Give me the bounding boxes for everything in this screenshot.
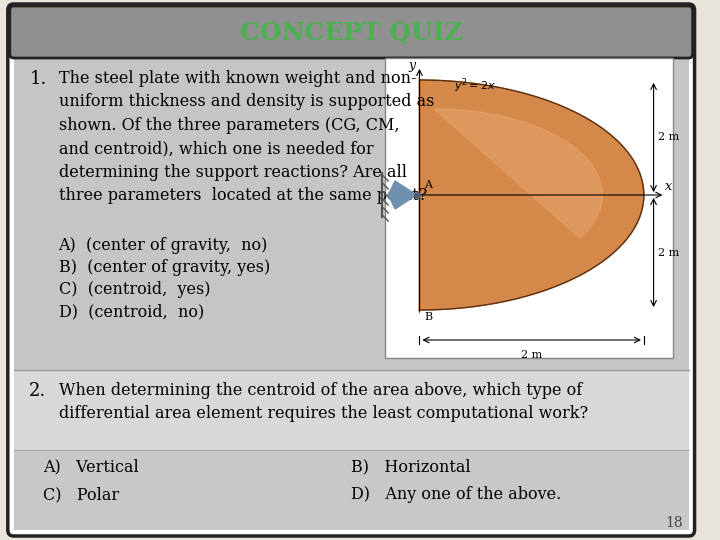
Text: B)  (center of gravity, yes): B) (center of gravity, yes) (58, 259, 270, 276)
Text: x: x (665, 180, 672, 193)
FancyBboxPatch shape (14, 370, 689, 530)
Text: 1.: 1. (30, 70, 47, 88)
Text: A)   Vertical: A) Vertical (43, 458, 139, 475)
Text: B: B (424, 312, 433, 322)
Text: y: y (408, 59, 415, 72)
Polygon shape (434, 109, 603, 238)
Text: The steel plate with known weight and non-
uniform thickness and density is supp: The steel plate with known weight and no… (58, 70, 434, 205)
Text: C)  (centroid,  yes): C) (centroid, yes) (58, 281, 210, 298)
Text: $y^2=2x$: $y^2=2x$ (454, 77, 495, 95)
FancyBboxPatch shape (385, 58, 673, 358)
Text: 2 m: 2 m (521, 350, 542, 360)
Polygon shape (388, 181, 417, 209)
Text: CONCEPT QUIZ: CONCEPT QUIZ (240, 21, 462, 45)
FancyBboxPatch shape (14, 54, 689, 530)
Text: A: A (424, 180, 432, 190)
Polygon shape (420, 80, 644, 310)
Text: A)  (center of gravity,  no): A) (center of gravity, no) (58, 237, 268, 254)
Text: D)   Any one of the above.: D) Any one of the above. (351, 486, 562, 503)
FancyBboxPatch shape (8, 4, 695, 536)
Text: 18: 18 (665, 516, 683, 530)
FancyBboxPatch shape (14, 450, 689, 530)
Text: 2.: 2. (30, 382, 47, 400)
Text: C)   Polar: C) Polar (43, 486, 119, 503)
Text: When determining the centroid of the area above, which type of
differential area: When determining the centroid of the are… (58, 382, 588, 422)
Text: B)   Horizontal: B) Horizontal (351, 458, 471, 475)
FancyBboxPatch shape (14, 38, 689, 54)
FancyBboxPatch shape (10, 6, 693, 58)
Text: D)  (centroid,  no): D) (centroid, no) (58, 303, 204, 320)
Text: 2 m: 2 m (657, 132, 679, 143)
Text: 2 m: 2 m (657, 247, 679, 258)
